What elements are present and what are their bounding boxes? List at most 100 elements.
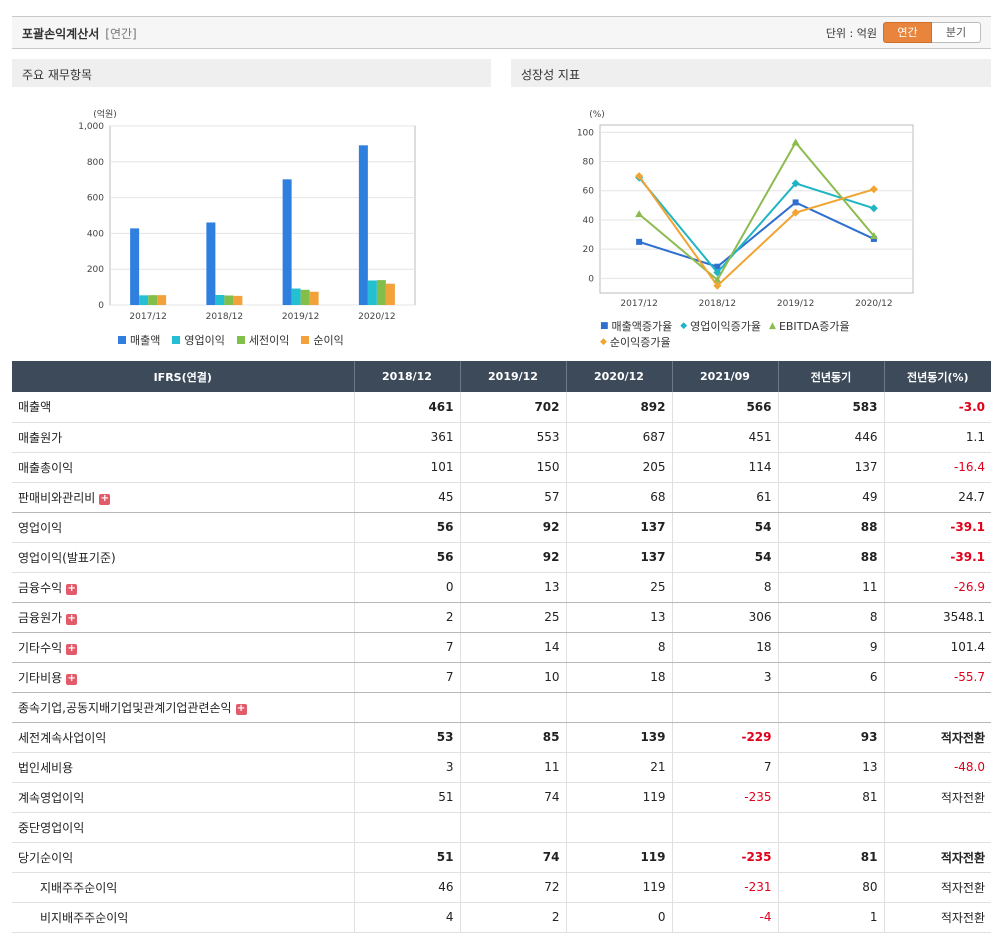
row-label: 매출액: [12, 392, 355, 423]
legend-marker-icon: ◆: [680, 321, 688, 331]
row-label[interactable]: 판매비와관리비 +: [12, 482, 355, 513]
row-label-text: 계속영업이익: [18, 790, 85, 805]
table-cell: 적자전환: [884, 722, 991, 753]
key-items-bar-chart: (억원) 1,000 800 600 400 200 0 2017/12 2018/12 2019…: [78, 108, 416, 322]
bar-순이익: [385, 283, 395, 305]
row-label: 지배주주순이익: [12, 872, 355, 903]
row-label-text: 법인세비용: [18, 760, 74, 775]
row-label-text: 매출총이익: [18, 460, 74, 475]
row-label-text: 영업이익(발표기준): [18, 550, 116, 565]
quarter-button[interactable]: 분기: [932, 22, 981, 43]
table-cell: 적자전환: [884, 782, 991, 813]
period-toggle[interactable]: 연간 분기: [883, 22, 981, 43]
table-cell: 8: [566, 632, 673, 663]
table-cell: -235: [672, 782, 779, 813]
expand-plus-icon[interactable]: +: [235, 702, 247, 715]
growth-panel-title: 성장성 지표: [511, 59, 991, 87]
table-row: 기타수익 +7 14 8 18 9 101.4: [12, 632, 991, 663]
legend-item: 순이익: [301, 332, 344, 348]
row-label[interactable]: 기타수익 +: [12, 632, 355, 663]
bar-세전이익: [376, 280, 386, 305]
expand-plus-icon[interactable]: +: [66, 642, 78, 655]
legend-label: 매출액: [130, 334, 161, 347]
table-cell: 적자전환: [884, 842, 991, 873]
table-cell: 53: [354, 722, 461, 753]
row-label: 매출원가: [12, 422, 355, 453]
y-tick-label: 200: [87, 265, 104, 275]
column-header: IFRS(연결): [12, 361, 355, 392]
table-cell: 51: [354, 782, 461, 813]
table-cell: 137: [778, 452, 885, 483]
row-label[interactable]: 종속기업,공동지배기업및관계기업관련손익 +: [12, 692, 355, 723]
table-cell: [566, 692, 673, 723]
row-label: 세전계속사업이익: [12, 722, 355, 753]
legend-label: 순이익증가율: [609, 336, 671, 349]
row-label-text: 영업이익: [18, 520, 63, 535]
table-cell: -39.1: [884, 542, 991, 573]
table-cell: -229: [672, 722, 779, 753]
table-row: 세전계속사업이익 53 85 139 -229 93 적자전환: [12, 722, 991, 753]
expand-plus-icon[interactable]: +: [66, 612, 78, 625]
table-cell: 2: [354, 602, 461, 633]
growth-line-chart: (%) 100 80 60 40 20 0 2017/12 2018/12 2019/12 2020…: [577, 110, 914, 309]
row-label[interactable]: 금융원가 +: [12, 602, 355, 633]
line-EBITDA증가율: [638, 140, 875, 282]
legend-swatch: [172, 336, 181, 344]
table-cell: 적자전환: [884, 872, 991, 903]
row-label[interactable]: 기타비용 +: [12, 662, 355, 693]
point-EBITDA증가율: [713, 275, 722, 283]
x-tick-label: 2018/12: [206, 312, 243, 322]
table-cell: 49: [778, 482, 885, 513]
table-cell: 45: [354, 482, 461, 513]
row-label: 비지배주주순이익: [12, 902, 355, 933]
table-cell: 205: [566, 452, 673, 483]
table-cell: 137: [566, 512, 673, 543]
column-header: 전년동기: [778, 361, 885, 392]
row-label: 법인세비용: [12, 752, 355, 783]
legend-marker-icon: ■: [600, 321, 609, 331]
column-header: 2018/12: [354, 361, 461, 392]
column-header: 전년동기(%): [884, 361, 991, 392]
row-label: 영업이익(발표기준): [12, 542, 355, 573]
legend-item: ◆ 영업이익증가율: [680, 318, 761, 334]
y-tick-label: 800: [87, 158, 104, 168]
expand-plus-icon[interactable]: +: [66, 582, 78, 595]
row-label: 매출총이익: [12, 452, 355, 483]
bar-순이익: [309, 291, 319, 305]
table-cell: [672, 692, 779, 723]
legend-label: EBITDA증가율: [778, 320, 850, 333]
legend-item: ■ 매출액증가율: [600, 318, 672, 334]
legend-marker-icon: ▲: [769, 321, 776, 331]
table-cell: 0: [354, 572, 461, 603]
row-label-text: 금융수익: [18, 580, 63, 595]
bar-매출액: [130, 228, 140, 305]
table-cell: [884, 692, 991, 723]
table-cell: 18: [672, 632, 779, 663]
point-EBITDA증가율: [869, 232, 878, 240]
table-cell: -231: [672, 872, 779, 903]
table-cell: 892: [566, 392, 673, 423]
table-cell: 446: [778, 422, 885, 453]
point-매출액증가율: [714, 263, 721, 270]
table-cell: 18: [566, 662, 673, 693]
table-cell: 13: [778, 752, 885, 783]
table-cell: 92: [460, 542, 567, 573]
table-cell: 10: [460, 662, 567, 693]
y-tick-label: 80: [583, 158, 595, 168]
x-tick-label: 2017/12: [129, 312, 166, 322]
annual-button[interactable]: 연간: [883, 22, 932, 43]
bar-순이익: [233, 295, 243, 305]
table-cell: 51: [354, 842, 461, 873]
row-label-text: 금융원가: [18, 610, 63, 625]
table-cell: 56: [354, 542, 461, 573]
row-label-text: 매출원가: [18, 430, 63, 445]
expand-plus-icon[interactable]: +: [99, 492, 111, 505]
expand-plus-icon[interactable]: +: [66, 672, 78, 685]
legend-item: ▲ EBITDA증가율: [769, 318, 850, 334]
table-cell: 88: [778, 542, 885, 573]
legend-item: 매출액: [118, 332, 160, 348]
table-cell: 92: [460, 512, 567, 543]
row-label[interactable]: 금융수익 +: [12, 572, 355, 603]
y-tick-label: 60: [583, 187, 595, 197]
table-cell: 57: [460, 482, 567, 513]
